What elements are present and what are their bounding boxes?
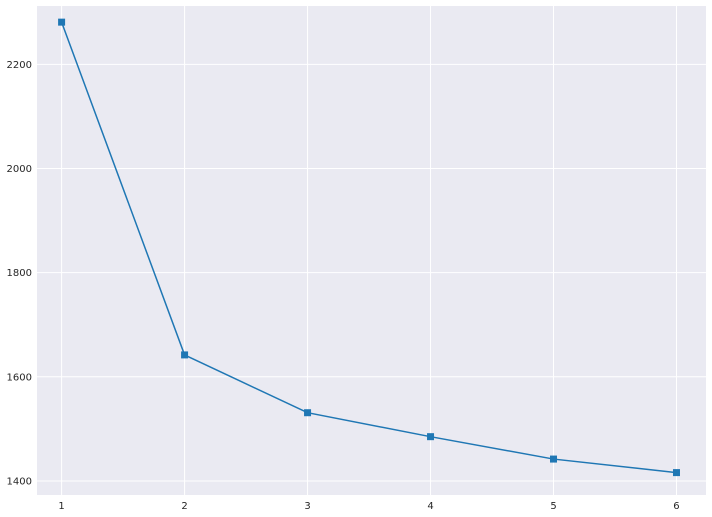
data-point (672, 469, 680, 477)
y-tick-labels: 1400 1600 1800 2000 2200 (7, 60, 32, 488)
x-tick-label: 3 (304, 501, 310, 512)
grid-lines (37, 6, 706, 495)
y-tick-label: 2000 (7, 164, 32, 175)
x-tick-label: 6 (673, 501, 679, 512)
data-point (304, 409, 312, 417)
y-tick-label: 2200 (7, 60, 32, 71)
y-tick-label: 1400 (7, 476, 32, 487)
y-tick-label: 1800 (7, 268, 32, 279)
data-point (427, 433, 435, 441)
data-point (550, 455, 558, 463)
x-tick-label: 1 (58, 501, 64, 512)
x-tick-labels: 1 2 3 4 5 6 (58, 501, 679, 512)
x-tick-label: 2 (181, 501, 187, 512)
data-point (58, 18, 66, 26)
series-line (60, 21, 677, 474)
data-point (181, 351, 189, 359)
series-layer (58, 18, 680, 477)
x-tick-label: 5 (550, 501, 556, 512)
y-tick-label: 1600 (7, 372, 32, 383)
x-tick-label: 4 (427, 501, 433, 512)
plot-background (37, 6, 706, 495)
